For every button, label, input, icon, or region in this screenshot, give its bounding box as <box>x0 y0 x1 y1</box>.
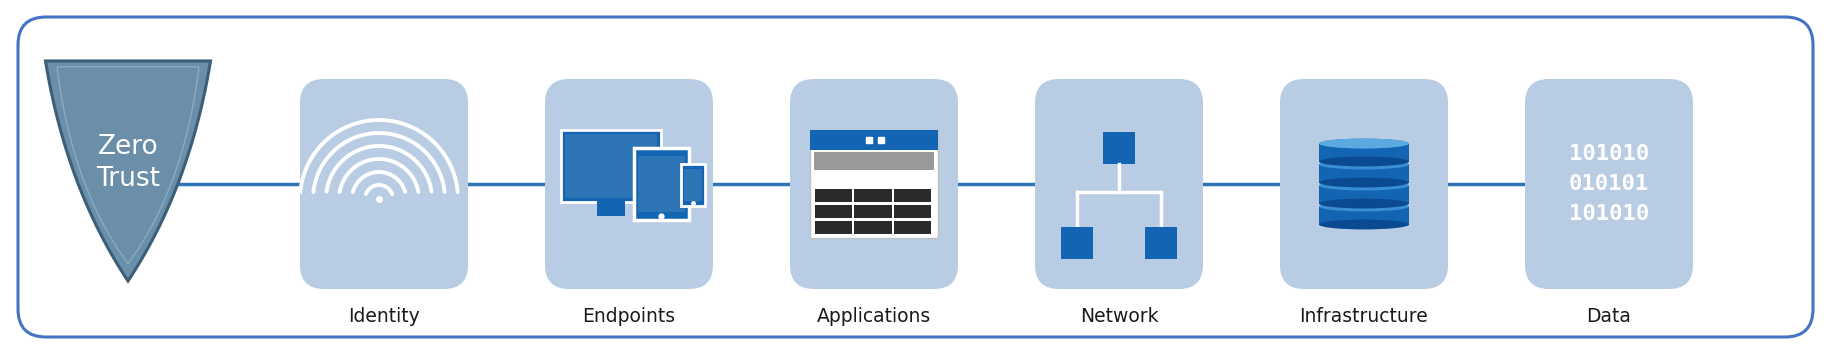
Text: Data: Data <box>1587 307 1631 327</box>
FancyBboxPatch shape <box>789 79 957 289</box>
Text: Endpoints: Endpoints <box>582 307 675 327</box>
Ellipse shape <box>1318 139 1409 148</box>
FancyBboxPatch shape <box>1279 79 1448 289</box>
FancyBboxPatch shape <box>545 79 712 289</box>
Text: Infrastructure: Infrastructure <box>1299 307 1427 327</box>
FancyBboxPatch shape <box>684 169 701 201</box>
FancyBboxPatch shape <box>681 164 705 206</box>
Text: Network: Network <box>1080 307 1158 327</box>
Ellipse shape <box>1318 178 1409 187</box>
FancyBboxPatch shape <box>1060 227 1093 259</box>
FancyBboxPatch shape <box>637 156 684 212</box>
FancyBboxPatch shape <box>855 221 891 234</box>
FancyBboxPatch shape <box>565 134 657 198</box>
FancyBboxPatch shape <box>1144 227 1177 259</box>
FancyBboxPatch shape <box>1034 79 1202 289</box>
Text: Zero
Trust: Zero Trust <box>95 134 159 193</box>
FancyBboxPatch shape <box>300 79 468 289</box>
FancyBboxPatch shape <box>18 17 1812 337</box>
Ellipse shape <box>1318 157 1409 166</box>
Polygon shape <box>46 61 210 281</box>
FancyBboxPatch shape <box>855 205 891 218</box>
FancyBboxPatch shape <box>1318 186 1409 203</box>
Ellipse shape <box>1318 202 1409 211</box>
Text: Identity: Identity <box>348 307 419 327</box>
FancyBboxPatch shape <box>814 152 933 170</box>
FancyBboxPatch shape <box>1524 79 1693 289</box>
FancyBboxPatch shape <box>814 189 853 202</box>
FancyBboxPatch shape <box>814 221 853 234</box>
Text: Applications: Applications <box>816 307 931 327</box>
FancyBboxPatch shape <box>809 130 937 238</box>
FancyBboxPatch shape <box>560 130 661 202</box>
FancyBboxPatch shape <box>814 205 853 218</box>
Ellipse shape <box>1318 180 1409 191</box>
FancyBboxPatch shape <box>597 200 624 216</box>
Ellipse shape <box>1318 159 1409 170</box>
FancyBboxPatch shape <box>809 130 937 150</box>
FancyBboxPatch shape <box>1102 132 1135 164</box>
FancyBboxPatch shape <box>1318 143 1409 162</box>
Ellipse shape <box>1318 139 1409 148</box>
Text: 101010
010101
101010: 101010 010101 101010 <box>1568 144 1649 224</box>
Ellipse shape <box>1318 199 1409 208</box>
Ellipse shape <box>1318 220 1409 229</box>
FancyBboxPatch shape <box>893 221 930 234</box>
FancyBboxPatch shape <box>893 205 930 218</box>
FancyBboxPatch shape <box>633 148 688 220</box>
FancyBboxPatch shape <box>1318 207 1409 224</box>
FancyBboxPatch shape <box>1318 164 1409 183</box>
FancyBboxPatch shape <box>855 189 891 202</box>
FancyBboxPatch shape <box>893 189 930 202</box>
